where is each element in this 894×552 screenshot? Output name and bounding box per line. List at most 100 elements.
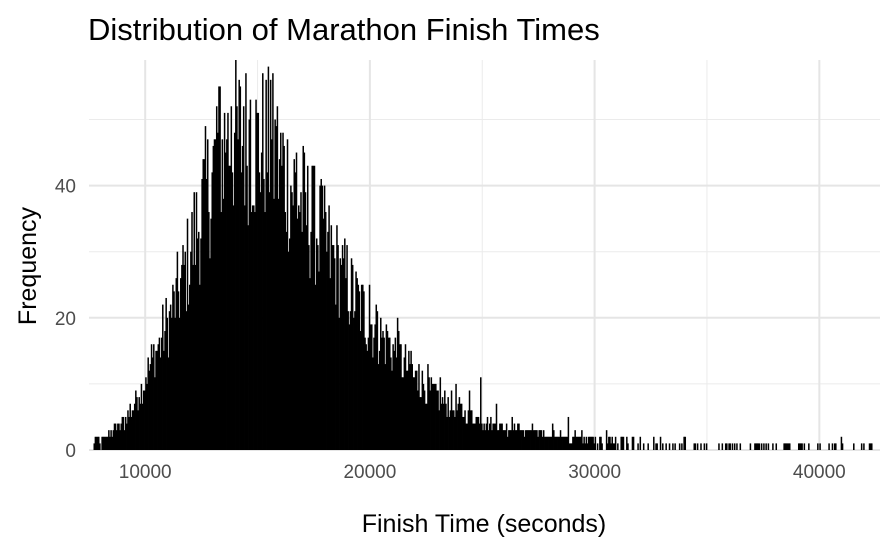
histogram-bar [729, 443, 731, 450]
histogram-bar [584, 443, 587, 450]
histogram-bar [767, 443, 770, 450]
histogram-bar [124, 416, 127, 450]
histogram-bar [363, 291, 365, 450]
histogram-bar [408, 350, 410, 450]
histogram-bar [240, 172, 243, 450]
histogram-bar [749, 443, 752, 450]
histogram-bar [349, 311, 352, 450]
histogram-bar [133, 403, 136, 450]
histogram-bar [222, 198, 225, 450]
histogram-bar [559, 430, 562, 450]
y-tick-label: 20 [55, 309, 76, 330]
histogram-bar [180, 278, 182, 450]
histogram-bar [668, 443, 671, 450]
histogram-bar [232, 205, 235, 450]
histogram-bar [258, 172, 261, 450]
histogram-bar [173, 291, 175, 450]
histogram-bar [466, 423, 469, 450]
histogram-bar [153, 344, 155, 450]
histogram-bar [104, 436, 107, 450]
histogram-bar [532, 430, 535, 450]
histogram-bar [517, 423, 519, 450]
histogram-bar [449, 410, 452, 450]
histogram-bar [683, 436, 685, 450]
histogram-bar [522, 430, 525, 450]
histogram-bar [390, 357, 392, 450]
histogram-bar [364, 337, 366, 450]
histogram-bar [476, 416, 479, 450]
histogram-bar [563, 436, 565, 450]
histogram-bar [653, 436, 655, 450]
histogram-bar [194, 264, 197, 450]
histogram-bar [244, 205, 246, 450]
histogram-bar [281, 165, 283, 450]
histogram-bar [138, 397, 140, 450]
histogram-bar [155, 350, 157, 450]
histogram-bar [592, 436, 594, 450]
histogram-bar [121, 416, 124, 450]
histogram-bar [404, 344, 407, 450]
histogram-bar [399, 344, 401, 450]
histogram-bar [95, 436, 98, 450]
histogram-bar [351, 264, 354, 450]
histogram-bar [167, 357, 170, 450]
histogram-bar [524, 430, 527, 450]
histogram-bar [578, 436, 581, 450]
histogram-bar [433, 383, 436, 450]
histogram-bar [817, 443, 819, 450]
histogram-bar [115, 430, 118, 450]
histogram-bar [600, 436, 602, 450]
histogram-bar [295, 152, 298, 451]
y-tick-label: 0 [65, 441, 76, 462]
histogram-bar [383, 337, 385, 450]
histogram-bar [665, 443, 667, 450]
histogram-bar [326, 251, 328, 450]
histogram-bar [610, 443, 612, 450]
histogram-bar [274, 119, 276, 451]
histogram-bar [467, 410, 470, 450]
histogram-bar [521, 430, 524, 450]
histogram-bar [490, 416, 492, 450]
histogram-bar [259, 192, 262, 450]
histogram-bar [321, 185, 324, 450]
histogram-bar [424, 403, 427, 450]
histogram-bar [128, 416, 130, 450]
histogram-bar [786, 443, 789, 450]
histogram-bar [181, 264, 183, 450]
histogram-bar [505, 423, 508, 450]
histogram-bar [313, 165, 316, 450]
histogram-bar [391, 370, 393, 450]
histogram-bar [413, 377, 416, 450]
histogram-bar [378, 350, 381, 450]
histogram-bar [310, 231, 312, 450]
histogram-bar [192, 264, 194, 450]
x-tick-label: 20000 [343, 462, 396, 483]
histogram-bar [362, 284, 364, 450]
histogram-bar [317, 245, 319, 450]
histogram-bar [797, 443, 800, 450]
histogram-bar [375, 304, 378, 450]
histogram-bar [576, 436, 579, 450]
histogram-bar [109, 436, 111, 450]
histogram-bar [93, 443, 96, 450]
histogram-bar [345, 278, 347, 450]
histogram-bar [787, 443, 790, 450]
histogram-bar [247, 225, 249, 450]
histogram-bar [481, 423, 483, 450]
histogram-bar [223, 112, 226, 450]
histogram-bar [159, 357, 162, 450]
histogram-bar [684, 436, 687, 450]
histogram-bar [280, 132, 282, 450]
histogram-bar [157, 344, 160, 450]
histogram-bar [380, 317, 382, 450]
histogram-bar [130, 416, 133, 450]
histogram-bar [158, 337, 161, 450]
histogram-bar [438, 410, 440, 450]
histogram-bar [314, 284, 317, 450]
histogram-bar [503, 430, 506, 450]
histogram-bar [114, 423, 117, 450]
histogram-bar [359, 331, 362, 450]
histogram-bar [324, 212, 327, 450]
histogram-bar [129, 403, 131, 450]
histogram-bar [156, 350, 158, 450]
